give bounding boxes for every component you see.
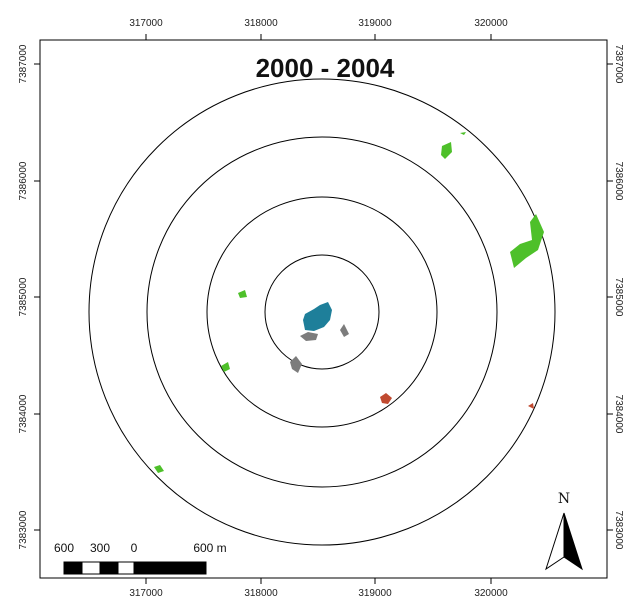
- north-label: N: [558, 491, 570, 507]
- scale-label: 0: [131, 541, 138, 555]
- x-tick-label-bottom: 318000: [244, 588, 278, 599]
- y-tick-label-right: 7383000: [613, 511, 623, 550]
- north-arrow: N: [545, 491, 583, 571]
- y-tick-label-right: 7386000: [613, 162, 623, 201]
- patch-gray: [300, 332, 318, 341]
- land-patches: [154, 132, 544, 473]
- concentric-rings: [88, 78, 556, 546]
- scale-bar-outline: [63, 561, 207, 575]
- scale-label: 600 m: [193, 541, 226, 555]
- x-tick-label-bottom: 320000: [474, 588, 508, 599]
- x-tick-label-bottom: 317000: [129, 588, 163, 599]
- y-tick-label-left: 7387000: [18, 44, 29, 83]
- patch-green: [238, 290, 247, 298]
- x-tick-label-bottom: 319000: [358, 588, 392, 599]
- ring: [146, 136, 498, 488]
- scale-segment: [100, 562, 118, 574]
- y-tick-label-left: 7385000: [18, 277, 29, 316]
- x-tick-label-top: 320000: [474, 18, 508, 29]
- patch-green: [154, 465, 164, 473]
- y-axis-left: 7387000 7386000 7385000 7384000 7383000: [18, 44, 40, 549]
- y-tick-label-left: 7386000: [18, 161, 29, 200]
- x-axis-top: 317000 318000 319000 320000: [129, 18, 508, 40]
- patch-green: [441, 142, 452, 159]
- y-tick-label-right: 7384000: [613, 395, 623, 434]
- scale-segment: [117, 561, 135, 575]
- scale-label: 300: [90, 541, 110, 555]
- y-tick-label-left: 7384000: [18, 394, 29, 433]
- y-axis-right: 7387000 7386000 7385000 7384000 7383000: [607, 45, 623, 550]
- patch-red: [380, 393, 392, 404]
- ring: [88, 78, 556, 546]
- x-tick-label-top: 317000: [129, 18, 163, 29]
- y-tick-label-left: 7383000: [18, 510, 29, 549]
- ring: [206, 196, 438, 428]
- scale-bar: 600 300 0 600 m: [54, 541, 227, 575]
- patch-green: [510, 214, 544, 268]
- x-tick-label-top: 318000: [244, 18, 278, 29]
- patch-green: [460, 132, 466, 135]
- scale-label: 600: [54, 541, 74, 555]
- x-axis-bottom: 317000 318000 319000 320000: [129, 578, 508, 599]
- scale-segment: [64, 562, 82, 574]
- x-tick-label-top: 319000: [358, 18, 392, 29]
- y-tick-label-right: 7387000: [613, 45, 623, 84]
- scale-segment: [134, 562, 206, 574]
- north-arrow-icon-dark: [563, 512, 583, 571]
- patch-blue: [303, 302, 332, 331]
- map-title: 2000 - 2004: [256, 53, 395, 83]
- patch-gray: [290, 356, 302, 373]
- y-tick-label-right: 7385000: [613, 278, 623, 317]
- patch-gray: [340, 324, 349, 337]
- ring: [264, 254, 380, 370]
- patch-red: [528, 403, 534, 409]
- patch-green: [221, 362, 230, 372]
- scale-segment: [81, 561, 101, 575]
